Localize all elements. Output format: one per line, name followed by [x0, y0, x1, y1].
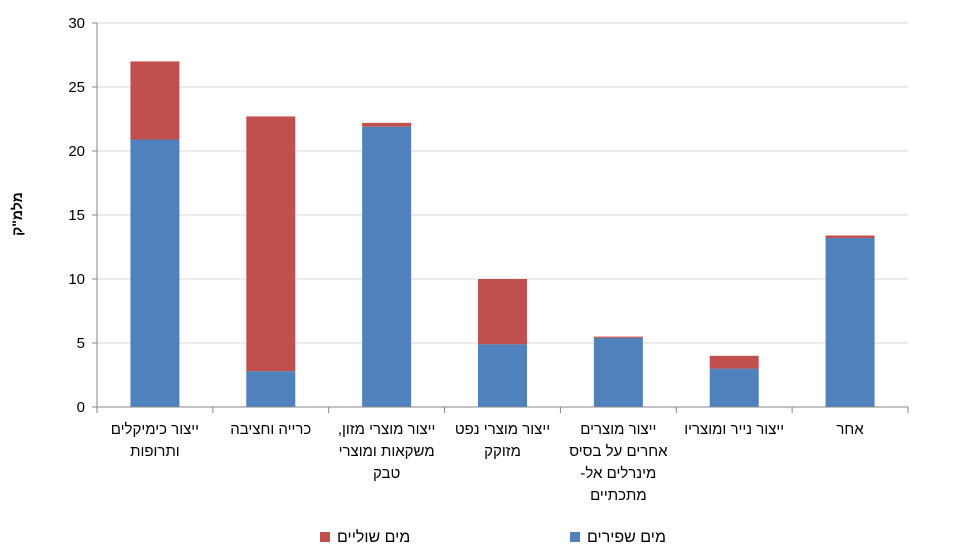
category-label: מזוקק: [484, 443, 521, 460]
category-label: ייצור נייר ומוצריו: [684, 421, 784, 438]
bar-segment-marginal: [362, 122, 412, 127]
category-label: מתכתיים: [590, 487, 647, 504]
bars: [130, 61, 875, 408]
category-label: ותרופות: [130, 443, 180, 460]
category-label: כרייה וחציבה: [230, 421, 311, 438]
category-label: ייצור כימיקלים: [111, 421, 199, 438]
y-tick-label: 25: [68, 79, 85, 96]
category-label: מינרלים אל-: [580, 465, 656, 482]
y-tick-label: 10: [68, 271, 85, 288]
legend-swatch: [320, 532, 330, 542]
legend-swatch: [570, 532, 580, 542]
bar-segment-marginal: [709, 355, 759, 369]
bar-segment-fresh: [825, 238, 875, 407]
category-label: משקאות ומוצרי: [339, 443, 435, 460]
category-label: אחרים על בסיס: [569, 443, 668, 460]
bar-segment-marginal: [246, 116, 296, 372]
category-labels: ייצור כימיקלים ותרופות כרייה וחציבה ייצור מ…: [111, 421, 865, 504]
bar-segment-fresh: [593, 337, 643, 407]
y-tick-labels: 0 5 10 15 20 25 30: [68, 15, 85, 416]
bar-segment-marginal: [478, 279, 527, 345]
category-label: טבק: [373, 465, 400, 482]
bar-segment-fresh: [130, 139, 180, 408]
category-label: ייצור מוצרי נפט: [455, 421, 550, 438]
bar-segment-marginal: [825, 235, 875, 239]
legend: מים שפירים מים שוליים: [320, 528, 666, 545]
category-label: ייצור מוצרים: [580, 421, 656, 438]
bar-segment-fresh: [709, 368, 759, 407]
bar-segment-fresh: [478, 344, 527, 407]
axes: [92, 22, 909, 413]
bar-segment-marginal: [593, 336, 643, 338]
bar-segment-fresh: [246, 371, 296, 407]
bar-segment-fresh: [362, 126, 412, 408]
legend-label: מים שוליים: [337, 528, 410, 545]
gridlines: [97, 22, 908, 344]
category-label: ייצור מוצרי מזון,: [338, 421, 436, 438]
y-tick-label: 5: [77, 335, 85, 352]
bar-segment-marginal: [130, 61, 180, 140]
legend-label: מים שפירים: [587, 529, 666, 545]
category-label: אחר: [836, 421, 864, 438]
y-tick-label: 20: [68, 143, 85, 160]
y-tick-label: 30: [68, 15, 85, 32]
y-tick-label: 0: [77, 399, 85, 416]
y-tick-label: 15: [68, 207, 85, 224]
y-axis-label: מלמ"ק: [9, 192, 25, 236]
